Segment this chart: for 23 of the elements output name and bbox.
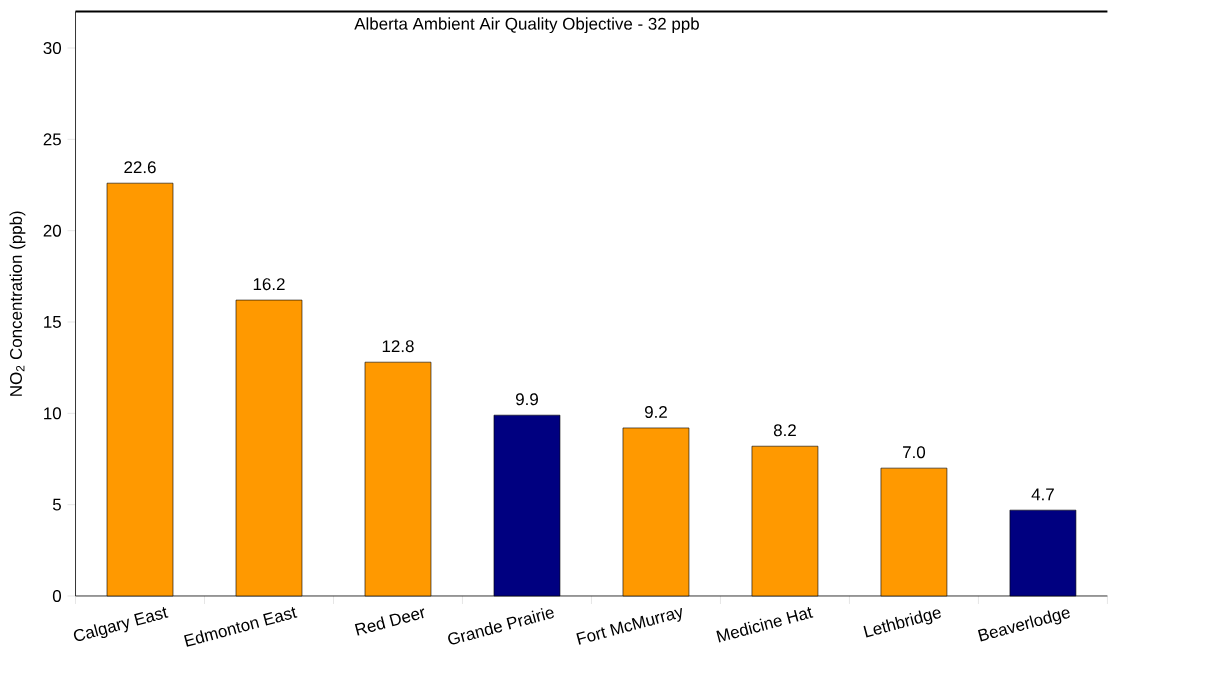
x-tick-label: Grande Prairie	[448, 608, 555, 645]
y-axis-title: NO$_{2}$ Concentration (ppb)	[9, 211, 26, 396]
y-tick-label: 25	[43, 133, 61, 146]
y-tick-label: 5	[52, 498, 61, 511]
data-label: 9.2	[644, 406, 667, 418]
data-label: 7.0	[903, 446, 926, 459]
y-tick-label: 15	[44, 316, 61, 328]
data-label: 22.6	[124, 161, 156, 174]
data-label: 9.9	[516, 393, 538, 406]
y-tick-label: 0	[52, 589, 62, 602]
x-tick-label: Medicine Hat	[716, 607, 814, 643]
x-tick-label: Calgary East	[73, 607, 169, 641]
data-label: 8.2	[773, 424, 796, 437]
x-tick-label: Fort McMurray	[576, 607, 682, 645]
data-label: 12.8	[382, 340, 414, 353]
y-tick-label: 20	[43, 224, 62, 237]
ref-line-label: Alberta Ambient Air Quality Objective - 32 ppb	[354, 17, 699, 34]
data-label: 16.2	[253, 278, 285, 291]
x-tick-label: Edmonton East	[184, 607, 298, 647]
x-tick-label: Red Deer	[354, 608, 425, 636]
y-tick-label: 10	[44, 407, 62, 420]
y-tick-label: 30	[43, 42, 62, 55]
data-label: 4.7	[1031, 488, 1054, 501]
